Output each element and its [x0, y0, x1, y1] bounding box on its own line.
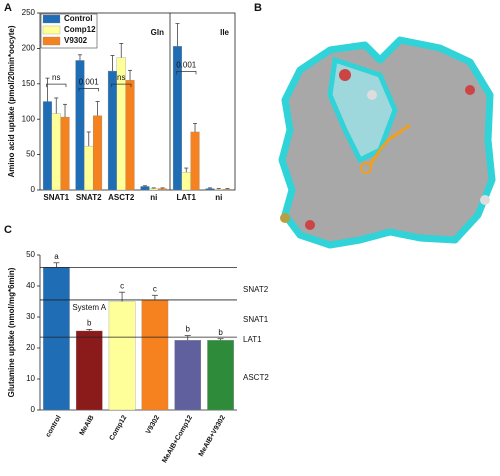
- bar: [75, 330, 103, 411]
- bar: [222, 189, 233, 191]
- bar: [149, 188, 159, 191]
- atom: [280, 213, 290, 223]
- bar: [157, 188, 168, 191]
- x-tick-label: control: [45, 414, 63, 438]
- atom: [465, 85, 475, 95]
- significance-bracket: [46, 83, 67, 88]
- atom: [480, 195, 490, 205]
- y-tick-label: 250: [22, 8, 36, 17]
- y-tick-label: 150: [22, 79, 36, 88]
- region-label: ASCT2: [243, 373, 269, 382]
- legend-label: Comp12: [64, 25, 96, 34]
- legend-label: V9302: [64, 36, 88, 45]
- y-tick-label: 20: [26, 343, 35, 352]
- y-tick-label: 0: [31, 185, 36, 194]
- y-tick-label: 0: [31, 405, 36, 414]
- group-label: Ile: [220, 28, 229, 37]
- significance-label: ns: [52, 73, 60, 82]
- panel-label: A: [4, 2, 12, 14]
- x-tick-label: MeAIB+Comp12: [161, 414, 194, 464]
- ligand: [368, 123, 411, 166]
- legend-swatch: [42, 14, 61, 24]
- y-axis-label: Amino acid uptake (pmol/20min*oocyte): [7, 25, 16, 177]
- pocket: [327, 56, 398, 164]
- bar: [141, 299, 169, 411]
- y-tick-label: 30: [26, 312, 35, 321]
- significance-label: 0.001: [176, 61, 197, 70]
- y-tick-label: 50: [26, 150, 35, 159]
- atom: [305, 220, 315, 230]
- x-tick-label: MeAIB+V9302: [198, 414, 227, 458]
- x-tick-label: SNAT1: [43, 193, 69, 202]
- region-label: LAT1: [243, 335, 262, 344]
- bar: [42, 101, 53, 191]
- x-tick-label: Comp12: [109, 414, 129, 442]
- significance-letter: b: [87, 319, 92, 328]
- bar: [181, 172, 191, 191]
- group-label: Gln: [151, 28, 164, 37]
- bar: [51, 113, 61, 191]
- bar: [60, 116, 70, 191]
- annotation: System A: [72, 303, 106, 312]
- bar: [207, 340, 234, 411]
- bar: [174, 340, 202, 411]
- legend-swatch: [42, 25, 61, 35]
- y-tick-label: 50: [26, 250, 35, 259]
- x-tick-label: ASCT2: [108, 193, 135, 202]
- bar: [214, 189, 224, 191]
- x-tick-label: V9302: [145, 414, 161, 435]
- panel-label: B: [254, 2, 262, 14]
- bar: [107, 70, 118, 191]
- atom: [339, 69, 351, 81]
- legend-label: Control: [64, 14, 92, 23]
- y-tick-label: 200: [22, 44, 36, 53]
- x-tick-label: SNAT2: [76, 193, 102, 202]
- significance-label: 0.001: [79, 77, 100, 86]
- region-label: SNAT2: [243, 285, 269, 294]
- panel-label: C: [4, 224, 12, 236]
- region-label: SNAT1: [243, 315, 269, 324]
- legend-frame: [40, 13, 98, 49]
- significance-bracket: [111, 83, 132, 88]
- y-axis-label: Glutamine uptake (nmol/mg*6min): [7, 267, 16, 397]
- legend-swatch: [42, 36, 61, 46]
- y-tick-label: 40: [26, 281, 35, 290]
- plot-frame: [39, 12, 236, 191]
- bar: [108, 301, 136, 411]
- significance-label: ns: [117, 73, 125, 82]
- x-tick-label: ni: [215, 193, 222, 202]
- atom: [367, 90, 377, 100]
- ligand-ring: [360, 162, 372, 174]
- significance-letter: b: [218, 328, 223, 337]
- significance-letter: c: [153, 284, 157, 293]
- bar: [92, 115, 103, 191]
- significance-bracket: [78, 88, 99, 92]
- x-tick-label: MeAIB: [79, 414, 96, 436]
- significance-bracket: [176, 71, 197, 75]
- bar: [190, 131, 200, 191]
- bar: [140, 186, 150, 191]
- bar: [205, 188, 215, 191]
- significance-letter: c: [120, 281, 124, 290]
- bar: [125, 80, 135, 191]
- y-tick-label: 100: [22, 114, 36, 123]
- y-tick-label: 10: [26, 374, 35, 383]
- x-tick-label: ni: [150, 193, 157, 202]
- bar: [43, 267, 70, 411]
- significance-letter: a: [54, 252, 59, 261]
- significance-letter: b: [186, 325, 191, 334]
- x-tick-label: LAT1: [177, 193, 197, 202]
- protein-structure: [278, 36, 496, 249]
- bar: [84, 145, 94, 191]
